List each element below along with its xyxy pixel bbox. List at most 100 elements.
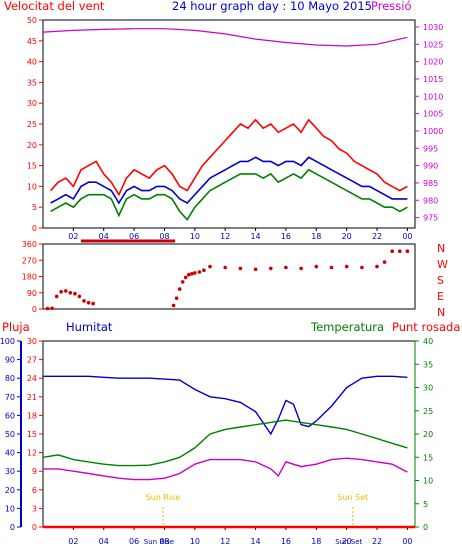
direction-point [82, 299, 86, 303]
direction-point [405, 249, 410, 253]
direction-point [86, 300, 91, 305]
pressure-y-tick-label: 1020 [423, 58, 443, 67]
pressure-y-tick-label: 1000 [423, 127, 443, 136]
temp-right-y-tick-label: 0 [423, 523, 428, 532]
direction-point [390, 249, 395, 253]
humidity-y-tick-label: 10 [5, 504, 15, 513]
direction-panel-frame [42, 243, 416, 310]
wind-x-tick-label: 06 [129, 232, 139, 241]
humidity-x-tick-label: 12 [220, 537, 230, 546]
direction-point [202, 268, 206, 273]
direction-point [314, 264, 319, 269]
temp-right-y-tick-label: 25 [423, 407, 433, 416]
humidity-x-tick-label: 16 [281, 537, 291, 546]
wind-y-tick-label: 30 [27, 99, 37, 108]
humidity-label: Humitat [66, 320, 113, 334]
sunset-label: Sun Set [337, 493, 368, 502]
direction-point [50, 306, 54, 311]
wind-y-tick-label: 40 [27, 58, 37, 67]
humidity-x-tick-label: 06 [129, 537, 139, 546]
temp-right-y-tick-label: 35 [423, 360, 433, 369]
humidity-x-tick-label: 00 [402, 537, 412, 546]
wind-y-tick-label: 35 [27, 78, 37, 87]
wind-y-tick-label: 20 [27, 141, 37, 150]
direction-compass-label: E [437, 290, 444, 303]
humidity-y-tick-label: 80 [5, 374, 15, 383]
humidity-y-tick-label: 60 [5, 411, 15, 420]
direction-point [73, 291, 77, 296]
humidity-y-tick-label: 0 [10, 523, 15, 532]
direction-point [329, 265, 334, 270]
direction-point [375, 264, 379, 269]
temperature-label: Temperatura [311, 320, 385, 334]
direction-point [344, 264, 349, 269]
temp-left-y-tick-label: 18 [27, 411, 37, 420]
direction-y-tick-label: 360 [22, 240, 37, 249]
temp-left-y-tick-label: 30 [27, 337, 37, 346]
pressure-y-tick-label: 1030 [423, 23, 443, 32]
temp-left-y-tick-label: 6 [32, 486, 37, 495]
wind-y-tick-label: 5 [32, 203, 37, 212]
direction-point [284, 265, 288, 270]
wind-series-line-1 [50, 156, 408, 205]
wind-y-tick-label: 15 [27, 162, 37, 171]
direction-point [197, 270, 202, 274]
wind-y-tick-label: 0 [32, 224, 37, 233]
direction-point [180, 280, 185, 284]
direction-y-tick-label: 90 [27, 289, 37, 298]
dewpoint-label: Punt rosada [392, 320, 461, 334]
wind-series-line-0 [50, 118, 408, 197]
wind-speed-label: Velocitat del vent [4, 0, 105, 13]
direction-y-tick-label: 180 [22, 273, 37, 282]
direction-point [299, 266, 303, 271]
wind-x-tick-label: 08 [159, 232, 169, 241]
direction-point [171, 303, 176, 308]
wind-x-tick-label: 20 [342, 232, 352, 241]
direction-point [77, 294, 82, 299]
temp-left-y-tick-label: 12 [27, 449, 37, 458]
pressure-y-tick-label: 985 [423, 179, 438, 188]
wind-series-line-2 [50, 168, 408, 222]
pressure-y-tick-label: 990 [423, 162, 438, 171]
wind-y-tick-label: 10 [27, 182, 37, 191]
pressure-label: Pressió [371, 0, 412, 13]
temp-left-y-tick-label: 9 [32, 467, 37, 476]
direction-compass-label: N [437, 306, 445, 319]
wind-y-tick-label: 45 [27, 37, 37, 46]
wind-x-tick-label: 18 [311, 232, 321, 241]
humidity-panel-frame [42, 340, 416, 528]
temp-left-y-tick-label: 0 [32, 523, 37, 532]
temp-left-y-tick-label: 24 [27, 374, 37, 383]
wind-x-tick-label: 04 [99, 232, 109, 241]
direction-point [253, 267, 258, 272]
pressure-y-tick-label: 1005 [423, 110, 443, 119]
temp-right-y-tick-label: 30 [423, 384, 433, 393]
pressure-y-tick-label: 995 [423, 144, 438, 153]
direction-point [398, 249, 402, 253]
direction-point [208, 264, 212, 269]
humidity-y-tick-label: 70 [5, 393, 15, 402]
direction-compass-label: N [437, 242, 445, 255]
direction-point [223, 265, 227, 270]
direction-point [183, 275, 188, 280]
pressure-y-tick-label: 980 [423, 196, 438, 205]
humidity-y-tick-label: 40 [5, 449, 15, 458]
temp-right-y-tick-label: 20 [423, 430, 433, 439]
direction-point [177, 287, 182, 291]
humidity-x-tick-label: 18 [311, 537, 321, 546]
direction-point [54, 294, 59, 299]
humidity-series-line-3 [43, 457, 408, 481]
rain-label: Pluja [2, 320, 30, 334]
humidity-x-tick-label: 20 [342, 537, 352, 546]
humidity-x-tick-label: 22 [372, 537, 382, 546]
direction-point [68, 291, 73, 295]
temp-right-y-tick-label: 40 [423, 337, 433, 346]
humidity-x-tick-label: 14 [250, 537, 260, 546]
humidity-y-tick-label: 20 [5, 486, 15, 495]
pressure-y-tick-label: 975 [423, 214, 438, 223]
humidity-x-tick-label: 10 [190, 537, 200, 546]
pressure-y-tick-label: 1025 [423, 40, 443, 49]
direction-point [193, 271, 197, 275]
